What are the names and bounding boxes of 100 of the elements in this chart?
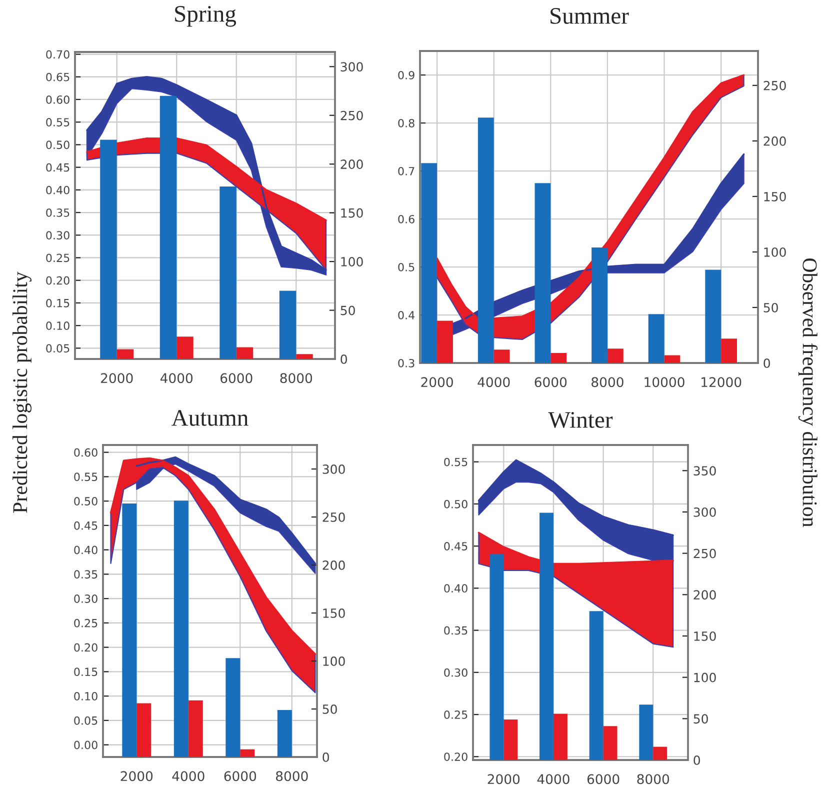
y2-tick-label: 200 (764, 136, 786, 146)
y2-tick-label: 0 (322, 752, 329, 762)
bar (653, 746, 668, 760)
y-tick-label: 0.30 (444, 668, 468, 677)
y2-tick-label: 200 (340, 160, 363, 170)
x-tick-label: 6000 (220, 373, 252, 384)
y-tick-label: 0.20 (46, 276, 70, 285)
y2-tick-label: 100 (341, 257, 363, 266)
y2-tick-label: 50 (322, 704, 337, 714)
y2-tick-label: 150 (341, 208, 363, 218)
y2-tick-label: 250 (322, 512, 345, 522)
y-tick-label: 0.45 (444, 542, 468, 550)
y-tick-label: 0.50 (46, 140, 70, 150)
bar (592, 248, 608, 363)
y-tick-label: 0.4 (398, 310, 415, 320)
y-tick-label: 0.7 (398, 166, 414, 176)
bar (226, 658, 240, 757)
bar (160, 96, 177, 359)
y-tick-label: 0.25 (444, 710, 468, 719)
y-tick-label: 0.20 (444, 752, 468, 762)
bar (490, 554, 504, 760)
y-tick-label: 0.50 (74, 497, 98, 506)
bar (220, 186, 236, 359)
y-tick-label: 0.25 (46, 254, 70, 262)
bar (603, 726, 618, 760)
x-tick-label: 2000 (488, 774, 520, 784)
chart-title: Summer (550, 8, 629, 24)
y2-tick-label: 100 (764, 247, 786, 257)
bar (421, 163, 438, 363)
y2-axis-title: Observed frequency distribution (798, 258, 818, 527)
bar (116, 349, 134, 359)
y2-tick-label: 300 (340, 62, 363, 72)
bar (240, 749, 255, 757)
y-tick-label: 0.15 (74, 668, 98, 676)
bar (705, 270, 722, 363)
y2-tick-label: 0 (694, 755, 700, 765)
y2-tick-label: 300 (694, 507, 716, 517)
bar (236, 347, 254, 359)
y-tick-label: 0.55 (74, 472, 98, 482)
y-tick-label: 0.10 (46, 322, 70, 330)
y-tick-label: 0.15 (46, 298, 70, 308)
chart-title: Autumn (172, 410, 248, 426)
bar (607, 348, 624, 363)
y-tick-label: 0.5 (398, 262, 414, 272)
y-tick-label: 0.30 (74, 594, 98, 603)
x-tick-label: 2000 (421, 377, 453, 388)
y-tick-label: 0.6 (398, 214, 414, 224)
x-tick-label: 2000 (120, 771, 153, 782)
y-tick-label: 0.65 (46, 72, 70, 82)
y-axis-title: Predicted logistic probability (12, 272, 32, 513)
bar (437, 320, 453, 363)
x-tick-label: 8000 (637, 774, 670, 784)
y2-tick-label: 100 (323, 656, 345, 666)
y-tick-label: 0.40 (74, 546, 98, 554)
y2-tick-label: 150 (323, 608, 345, 618)
y-tick-label: 0.9 (398, 70, 414, 80)
chart-title: Spring (175, 6, 236, 27)
y2-tick-label: 150 (764, 192, 786, 202)
bar (550, 353, 567, 363)
y-tick-label: 0.05 (74, 716, 98, 725)
y-tick-label: 0.60 (74, 448, 98, 457)
y-tick-label: 0.00 (74, 740, 98, 750)
y-tick-label: 0.35 (74, 570, 98, 579)
x-tick-label: 10000 (644, 377, 684, 388)
x-tick-label: 12000 (702, 377, 742, 388)
y-tick-label: 0.05 (46, 344, 70, 353)
x-tick-label: 6000 (534, 377, 567, 388)
y-tick-label: 0.55 (46, 118, 70, 126)
y-tick-label: 0.30 (46, 231, 70, 240)
y2-tick-label: 0 (764, 358, 770, 368)
x-tick-label: 4000 (160, 373, 193, 384)
bar (279, 290, 296, 359)
y2-tick-label: 250 (340, 110, 363, 120)
x-tick-label: 8000 (280, 373, 312, 384)
x-tick-label: 8000 (276, 771, 308, 782)
bar (100, 140, 117, 359)
bar (589, 611, 604, 760)
y2-tick-label: 200 (322, 560, 345, 570)
y2-tick-label: 50 (340, 306, 355, 316)
y-tick-label: 0.45 (74, 521, 98, 530)
y-tick-label: 0.3 (398, 358, 414, 368)
bar (494, 350, 510, 363)
bar (721, 338, 737, 363)
y-tick-label: 0.50 (444, 500, 468, 508)
y-tick-label: 0.40 (46, 186, 70, 194)
bar (136, 703, 152, 757)
bar (277, 710, 292, 757)
y-tick-label: 0.20 (74, 643, 98, 652)
bar (639, 704, 654, 760)
x-tick-label: 4000 (172, 771, 204, 782)
bar (188, 700, 203, 757)
bar (540, 512, 554, 760)
x-tick-label: 8000 (592, 377, 624, 388)
x-tick-label: 2000 (101, 373, 133, 384)
y-tick-label: 0.35 (46, 208, 70, 217)
x-tick-label: 4000 (537, 774, 570, 784)
y2-tick-label: 50 (764, 302, 778, 312)
bar (122, 504, 137, 757)
y2-tick-label: 300 (322, 464, 345, 474)
y2-tick-label: 150 (694, 631, 716, 641)
